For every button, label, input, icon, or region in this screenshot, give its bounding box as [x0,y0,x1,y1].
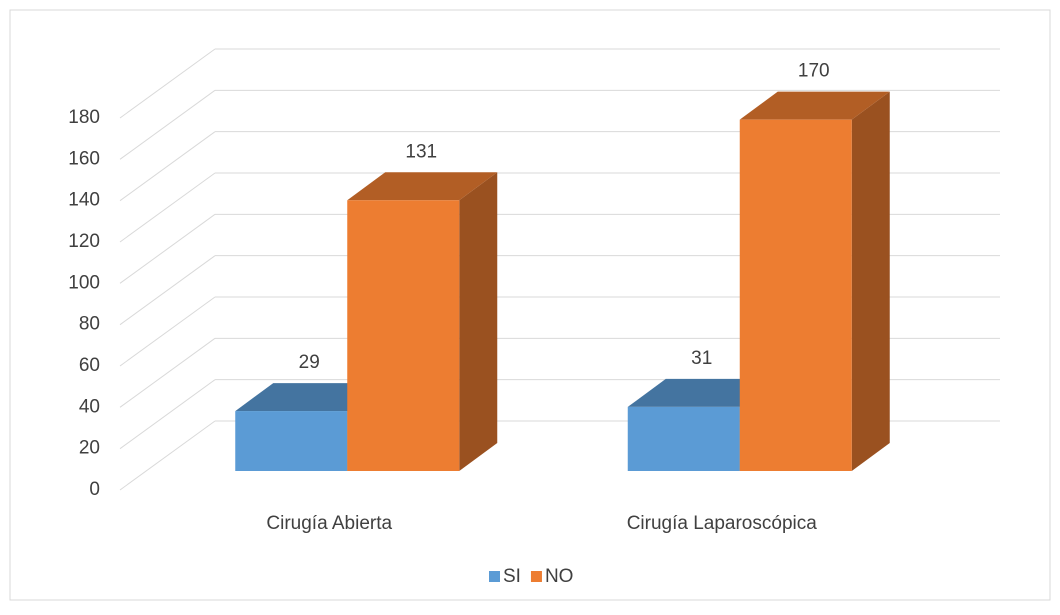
grid-line [119,213,216,284]
grid-line [119,172,216,243]
y-tick-label: 0 [89,479,100,500]
legend-label: NO [545,566,574,587]
y-tick-label: 40 [79,396,100,417]
grid-line [119,337,216,408]
y-tick-label: 160 [68,148,100,169]
data-label: 29 [299,352,320,373]
bar [739,119,852,472]
bar [627,406,740,471]
grid-line [119,420,216,491]
chart-border [9,9,1051,601]
grid-line [119,379,216,450]
grid-line [119,255,216,326]
data-label: 170 [798,61,830,82]
legend-swatch [530,571,542,582]
grid-line [119,89,216,160]
x-tick-label: Cirugía Laparoscópica [627,513,818,534]
bar [347,200,460,471]
bar-side [459,172,498,471]
y-tick-label: 140 [68,190,100,211]
y-tick-label: 120 [68,231,100,252]
y-tick-label: 180 [68,107,100,128]
bar-top [347,172,498,201]
legend-label: SI [503,566,521,587]
grid-line [119,48,216,119]
data-label: 131 [405,141,437,162]
y-tick-label: 20 [79,438,100,459]
bar-side [851,91,890,472]
data-label: 31 [691,348,712,369]
y-tick-label: 100 [68,272,100,293]
bar-top [739,91,890,120]
grid-line [119,131,216,202]
x-tick-label: Cirugía Abierta [266,513,392,534]
y-tick-label: 80 [79,314,100,335]
grid-line [119,296,216,367]
bar [235,411,348,471]
legend-swatch [489,571,500,582]
y-tick-label: 60 [79,355,100,376]
